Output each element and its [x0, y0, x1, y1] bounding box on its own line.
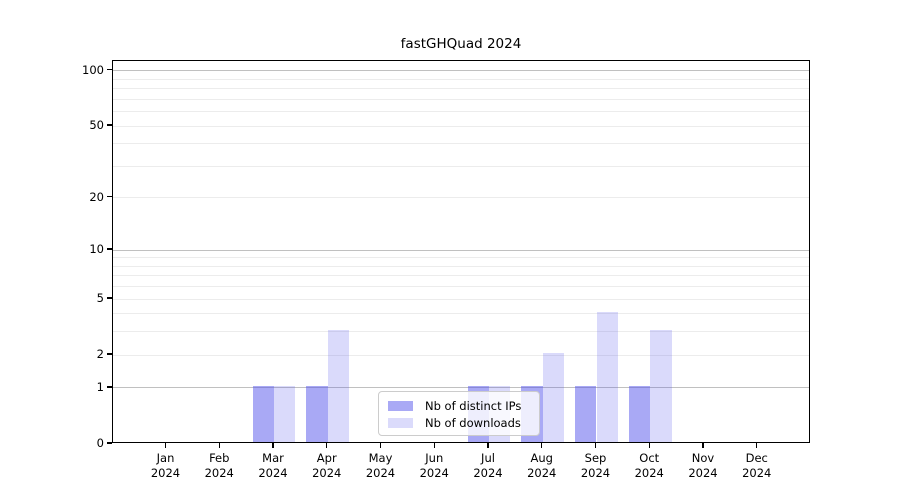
x-tick-mark: [648, 443, 650, 448]
gridline-minor: [113, 125, 809, 127]
gridline-minor: [113, 143, 809, 145]
y-tick-label: 5: [96, 291, 104, 306]
bar-downloads: [650, 329, 672, 442]
x-tick-label: Oct 2024: [617, 451, 681, 481]
gridline-minor: [113, 354, 809, 356]
gridline-minor: [113, 286, 809, 288]
x-tick-mark: [594, 443, 597, 448]
legend-item: Nb of distinct IPs: [388, 398, 539, 414]
x-tick-label-year: 2024: [527, 466, 557, 480]
legend-swatch-distinct-ips: [388, 401, 413, 411]
x-tick-mark: [272, 443, 274, 448]
x-tick-label-year: 2024: [634, 466, 664, 480]
x-tick-label-year: 2024: [365, 466, 396, 480]
x-tick-label: Aug 2024: [510, 451, 574, 481]
y-tick-label: 50: [89, 118, 104, 133]
bar-downloads: [596, 311, 618, 442]
x-tick-mark: [379, 443, 382, 448]
legend: Nb of distinct IPs Nb of downloads: [378, 391, 540, 436]
x-tick-mark: [218, 443, 220, 448]
y-tick-label: 0: [96, 436, 104, 450]
x-tick-label-year: 2024: [419, 466, 449, 480]
x-tick-label: Jul 2024: [456, 451, 520, 481]
y-tick-mark: [107, 124, 112, 126]
gridline-major: [113, 70, 809, 72]
x-tick-label: Jan 2024: [134, 451, 198, 481]
legend-label: Nb of distinct IPs: [425, 399, 522, 413]
x-tick-label-year: 2024: [204, 466, 234, 480]
y-tick-label: 2: [96, 347, 104, 362]
gridline-minor: [113, 165, 809, 167]
bar-distinct-ips: [306, 385, 328, 442]
bar-distinct-ips: [628, 385, 651, 442]
gridline-major: [113, 387, 809, 389]
gridline-minor: [113, 98, 809, 100]
x-tick-mark: [326, 443, 328, 448]
y-tick-mark: [107, 248, 112, 250]
y-tick-label: 10: [89, 242, 104, 257]
x-tick-mark: [756, 443, 758, 448]
gridline-minor: [113, 88, 809, 90]
y-tick-mark: [107, 196, 112, 198]
y-tick-mark: [107, 386, 112, 388]
y-tick-label: 1: [96, 379, 104, 394]
x-tick-label: Feb 2024: [187, 451, 251, 481]
bar-distinct-ips: [252, 385, 274, 442]
x-tick-label-year: 2024: [258, 466, 288, 480]
x-tick-mark: [433, 443, 435, 448]
y-tick-mark: [107, 442, 112, 444]
x-tick-label: Jun 2024: [402, 451, 466, 481]
x-tick-label-year: 2024: [580, 466, 611, 480]
x-tick-label-year: 2024: [688, 466, 718, 480]
gridline-minor: [113, 265, 809, 267]
gridline-major: [113, 249, 809, 251]
x-tick-label: Nov 2024: [671, 451, 735, 481]
x-tick-label: Sep 2024: [564, 451, 628, 481]
gridline-minor: [113, 257, 809, 259]
x-tick-mark: [487, 443, 489, 448]
x-tick-label-year: 2024: [742, 466, 772, 480]
x-tick-mark: [541, 443, 543, 448]
bar-distinct-ips: [575, 385, 597, 442]
x-tick-label: Mar 2024: [241, 451, 305, 481]
gridline-minor: [113, 331, 809, 333]
x-tick-mark: [702, 443, 704, 448]
legend-item: Nb of downloads: [388, 415, 539, 431]
y-tick-label: 20: [89, 189, 104, 204]
gridline-minor: [113, 313, 809, 315]
legend-label: Nb of downloads: [425, 416, 521, 430]
chart-title: fastGHQuad 2024: [400, 36, 522, 52]
x-tick-label: Dec 2024: [725, 451, 789, 481]
y-tick-mark: [107, 297, 112, 299]
y-tick-label: 100: [82, 62, 104, 77]
gridline-minor: [113, 298, 809, 300]
x-tick-label: Apr 2024: [295, 451, 359, 481]
x-tick-mark: [164, 443, 167, 448]
x-tick-label: May 2024: [349, 451, 413, 481]
x-tick-label-year: 2024: [150, 466, 181, 480]
y-tick-mark: [107, 69, 112, 71]
gridline-minor: [113, 197, 809, 199]
gridline-minor: [113, 78, 809, 80]
plot-area: [112, 60, 810, 443]
x-tick-label-year: 2024: [312, 466, 342, 480]
x-tick-label-year: 2024: [473, 466, 503, 480]
gridline-minor: [113, 275, 809, 277]
bar-downloads: [327, 329, 350, 442]
gridline-minor: [113, 111, 809, 113]
y-tick-mark: [107, 353, 112, 355]
legend-swatch-downloads: [388, 418, 413, 428]
bar-downloads: [542, 353, 565, 442]
bar-downloads: [274, 385, 296, 442]
